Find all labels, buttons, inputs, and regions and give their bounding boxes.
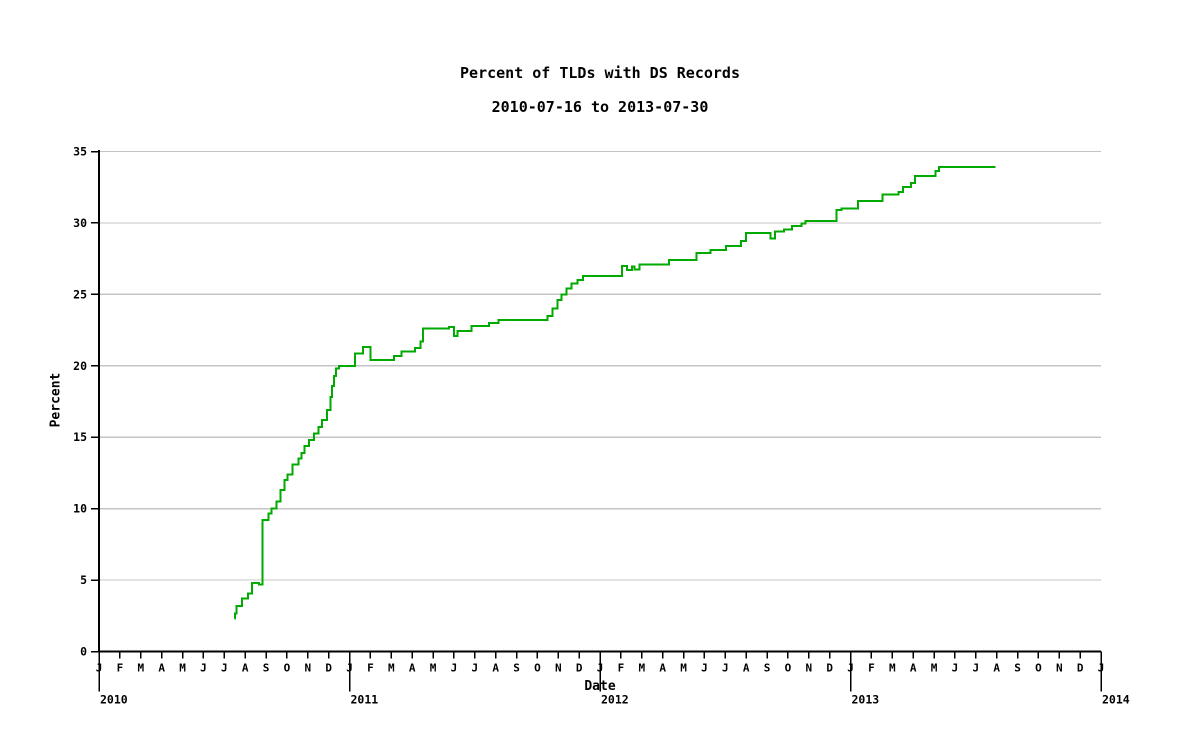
month-tick-label: A bbox=[409, 662, 416, 675]
month-tick-label: J bbox=[221, 662, 228, 675]
month-tick-label: D bbox=[325, 662, 332, 675]
chart-subtitle: 2010-07-16 to 2013-07-30 bbox=[491, 98, 709, 116]
year-label: 2014 bbox=[1102, 693, 1130, 707]
y-tick-label: 35 bbox=[73, 145, 87, 159]
month-tick-label: M bbox=[680, 662, 687, 675]
month-tick-label: N bbox=[304, 662, 311, 675]
month-tick-label: M bbox=[137, 662, 144, 675]
month-tick-label: O bbox=[1035, 662, 1042, 675]
month-tick-label: A bbox=[492, 662, 499, 675]
month-tick-label: F bbox=[868, 662, 875, 675]
month-tick-label: A bbox=[242, 662, 249, 675]
month-tick-label: J bbox=[701, 662, 708, 675]
chart-title: Percent of TLDs with DS Records bbox=[460, 64, 740, 82]
month-tick-label: A bbox=[743, 662, 750, 675]
month-tick-label: N bbox=[805, 662, 812, 675]
y-tick-label: 10 bbox=[73, 502, 87, 516]
month-tick-label: J bbox=[952, 662, 959, 675]
month-tick-label: N bbox=[1056, 662, 1063, 675]
month-tick-label: O bbox=[785, 662, 792, 675]
y-tick-label: 0 bbox=[80, 645, 87, 659]
y-tick-label: 30 bbox=[73, 216, 87, 230]
month-tick-label: J bbox=[471, 662, 478, 675]
y-tick-label: 20 bbox=[73, 359, 87, 373]
month-tick-label: S bbox=[764, 662, 771, 675]
month-tick-label: D bbox=[826, 662, 833, 675]
y-tick-label: 25 bbox=[73, 287, 87, 301]
month-tick-label: D bbox=[576, 662, 583, 675]
month-tick-label: N bbox=[555, 662, 562, 675]
month-tick-label: M bbox=[931, 662, 938, 675]
month-tick-label: S bbox=[1014, 662, 1021, 675]
year-label: 2012 bbox=[601, 693, 629, 707]
month-tick-label: M bbox=[388, 662, 395, 675]
month-tick-label: F bbox=[367, 662, 374, 675]
month-tick-label: J bbox=[847, 662, 854, 675]
y-tick-label: 5 bbox=[80, 573, 87, 587]
month-tick-label: J bbox=[200, 662, 207, 675]
year-label: 2013 bbox=[852, 693, 880, 707]
data-line bbox=[234, 166, 996, 620]
month-tick-label: J bbox=[722, 662, 729, 675]
month-tick-label: J bbox=[346, 662, 353, 675]
month-tick-label: M bbox=[889, 662, 896, 675]
month-tick-label: M bbox=[179, 662, 186, 675]
month-tick-label: M bbox=[430, 662, 437, 675]
month-tick-label: A bbox=[158, 662, 165, 675]
month-tick-label: S bbox=[513, 662, 520, 675]
year-label: 2010 bbox=[100, 693, 128, 707]
month-tick-label: O bbox=[534, 662, 541, 675]
month-tick-label: M bbox=[638, 662, 645, 675]
month-tick-label: J bbox=[972, 662, 979, 675]
month-tick-label: J bbox=[96, 662, 103, 675]
month-tick-label: J bbox=[597, 662, 604, 675]
year-label: 2011 bbox=[351, 693, 379, 707]
month-tick-label: A bbox=[993, 662, 1000, 675]
month-tick-label: J bbox=[1098, 662, 1105, 675]
month-tick-label: A bbox=[659, 662, 666, 675]
month-tick-label: D bbox=[1077, 662, 1084, 675]
month-tick-label: A bbox=[910, 662, 917, 675]
month-tick-label: J bbox=[451, 662, 458, 675]
month-tick-label: F bbox=[117, 662, 124, 675]
y-tick-label: 15 bbox=[73, 430, 87, 444]
month-tick-label: F bbox=[618, 662, 625, 675]
month-tick-label: S bbox=[263, 662, 270, 675]
month-tick-label: O bbox=[284, 662, 291, 675]
